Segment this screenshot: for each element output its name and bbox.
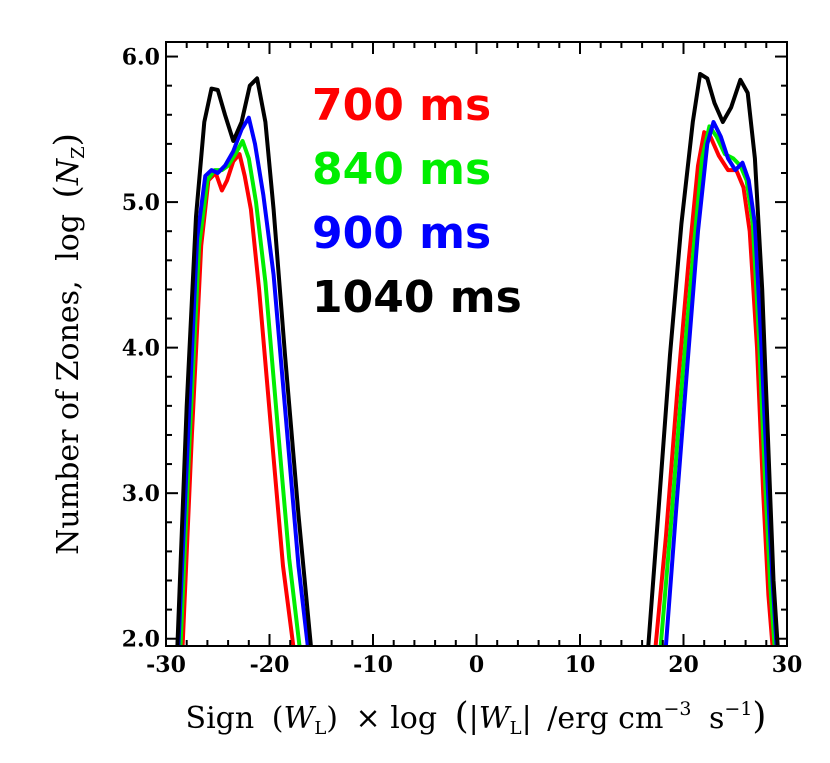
x-label-exp1: −1 [724,698,752,720]
legend: 700 ms 840 ms 900 ms 1040 ms [312,80,522,323]
legend-item-3: 900 ms [312,208,491,259]
y-label-text: Number of Zones, [51,280,86,554]
y-tick-label: 5.0 [122,190,160,216]
x-label-sub-l: L [314,718,326,739]
y-axis-label: Number of Zones, log (NZ) [47,133,89,555]
x-label-unit: /erg cm [547,701,663,736]
axis-ticks [165,42,788,646]
x-label-s: s [709,701,724,736]
legend-item-1: 700 ms [312,80,491,131]
x-axis-label: Sign (WL) × log (|WL| /erg cm−3 s−1) [186,688,767,739]
x-tick-label: -30 [146,652,186,678]
x-tick-label: 20 [668,652,699,678]
y-tick-label: 2.0 [122,627,160,653]
x-tick-label: 0 [469,652,484,678]
y-label-sub-z: Z [68,146,89,159]
legend-item-4: 1040 ms [312,272,522,323]
y-tick-label: 4.0 [122,336,160,362]
series-lines [175,72,780,646]
x-tick-label: -20 [250,652,290,678]
x-label-sign: Sign [186,701,255,736]
x-label-sub-l2: L [510,718,522,739]
plot-frame [165,41,788,647]
series-line-4 [175,72,780,646]
y-label-log: log [51,214,86,261]
legend-item-2: 840 ms [312,144,491,195]
y-tick-label: 3.0 [122,481,160,507]
x-label-w2: W [479,701,512,736]
x-label-times-log: × log [356,701,438,736]
axis-tick-labels: -30 -20 -10 0 10 20 30 2.0 3.0 4.0 5.0 6.0 [122,45,803,678]
x-tick-label: -10 [353,652,393,678]
series-line-3 [176,115,779,646]
x-tick-label: 10 [565,652,596,678]
x-tick-label: 30 [772,652,803,678]
x-label-exp3: −3 [663,698,691,720]
x-label-w: W [283,701,316,736]
y-tick-label: 6.0 [122,45,160,71]
y-label-n: N [51,157,86,186]
